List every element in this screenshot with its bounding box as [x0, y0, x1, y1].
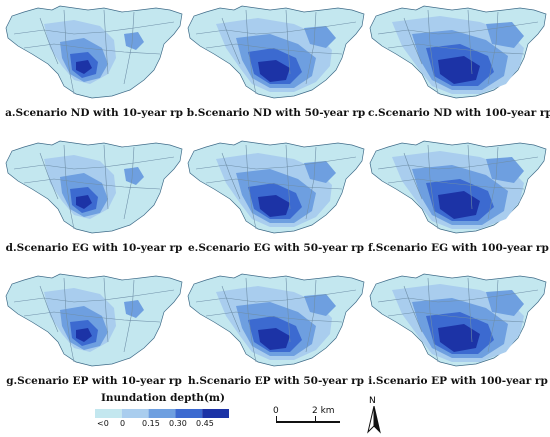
legend-tick-label: 0.30 [169, 419, 187, 428]
panel-caption: e.Scenario EG with 50-year rp [187, 242, 365, 254]
map-panel: f.Scenario EG with 100-year rp [368, 139, 549, 270]
scale-line [276, 421, 340, 423]
north-letter: N [369, 396, 376, 406]
legend-tick-label: 0 [120, 419, 126, 428]
inundation-map [368, 272, 548, 372]
panel-caption: g.Scenario EP with 10-year rp [6, 375, 182, 387]
panel-caption: b.Scenario ND with 50-year rp [186, 107, 366, 119]
inundation-map [186, 4, 366, 104]
legend-swatch [148, 409, 176, 418]
panel-caption: a.Scenario ND with 10-year rp [5, 107, 183, 119]
scale-zero-label: 0 [273, 406, 279, 416]
map-panel: h.Scenario EP with 50-year rp [186, 272, 366, 403]
legend-swatch [202, 409, 229, 418]
legend-swatch [175, 409, 203, 418]
inundation-map [4, 4, 184, 104]
inundation-map [368, 139, 548, 239]
inundation-map [186, 272, 366, 372]
panel-caption: f.Scenario EG with 100-year rp [368, 242, 549, 254]
map-panel: e.Scenario EG with 50-year rp [186, 139, 366, 270]
scale-tick [315, 416, 316, 422]
panel-caption: i.Scenario EP with 100-year rp [368, 375, 548, 387]
map-panel: c.Scenario ND with 100-year rp [368, 4, 550, 135]
scale-tick [276, 416, 277, 422]
inundation-map [368, 4, 548, 104]
scale-bar: 0 2 km [268, 406, 358, 430]
inundation-map [4, 139, 184, 239]
panel-caption: d.Scenario EG with 10-year rp [5, 242, 183, 254]
legend-title: Inundation depth(m) [101, 392, 225, 404]
map-panel: d.Scenario EG with 10-year rp [4, 139, 184, 270]
inundation-map [4, 272, 184, 372]
legend-ticks: <0 0 0.15 0.30 0.45 [83, 419, 243, 431]
legend-tick-label: 0.15 [142, 419, 160, 428]
legend-color-bar [95, 409, 229, 418]
north-arrow: N [366, 396, 382, 434]
legend-swatch [121, 409, 149, 418]
map-panel: b.Scenario ND with 50-year rp [186, 4, 366, 135]
panel-caption: c.Scenario ND with 100-year rp [368, 107, 550, 119]
map-panel: i.Scenario EP with 100-year rp [368, 272, 548, 403]
scale-distance-label: 2 km [312, 406, 335, 416]
depth-legend: Inundation depth(m) <0 0 0.15 0.30 0.45 [83, 392, 243, 434]
legend-swatch [95, 409, 122, 418]
legend-tick-label: 0.45 [196, 419, 214, 428]
north-arrow-icon [367, 406, 381, 434]
map-panel: g.Scenario EP with 10-year rp [4, 272, 184, 403]
map-panel: a.Scenario ND with 10-year rp [4, 4, 184, 135]
inundation-map [186, 139, 366, 239]
panel-caption: h.Scenario EP with 50-year rp [188, 375, 364, 387]
legend-tick-label: <0 [97, 419, 109, 428]
